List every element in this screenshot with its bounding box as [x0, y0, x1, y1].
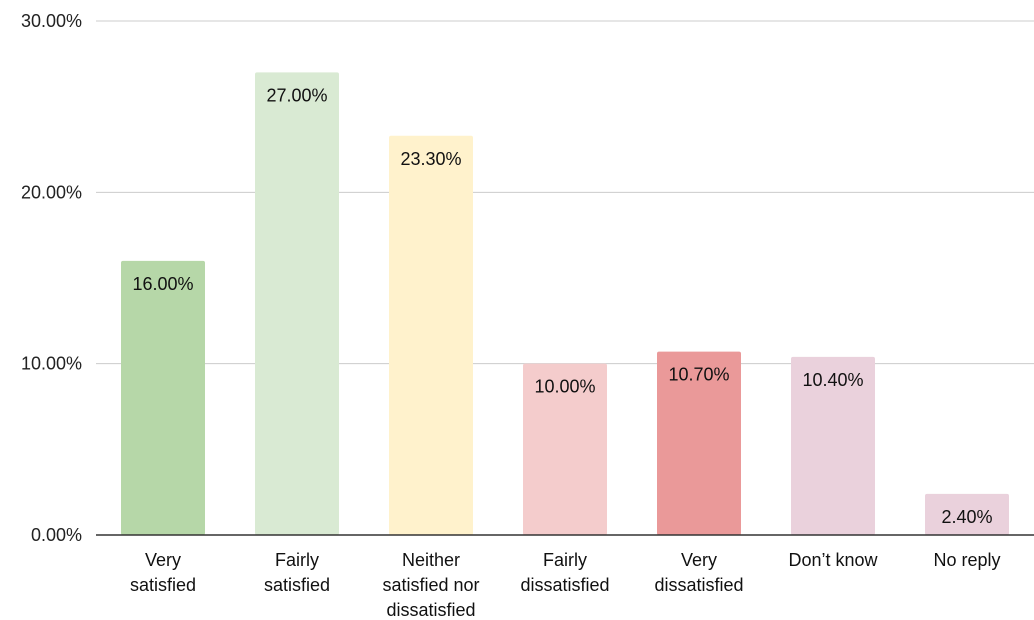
bar-0: [121, 260, 205, 535]
bar-3: [523, 363, 607, 535]
bar-1: [255, 72, 339, 536]
data-label-4: 10.70%: [668, 365, 729, 385]
category-label-2-1: satisfied nor: [382, 575, 479, 595]
category-label-0-0: Very: [145, 550, 181, 570]
data-label-5: 10.40%: [802, 370, 863, 390]
y-tick-label-1: 10.00%: [21, 354, 82, 374]
y-tick-label-2: 20.00%: [21, 182, 82, 202]
category-label-3-0: Fairly: [543, 550, 587, 570]
data-label-1: 27.00%: [266, 85, 327, 105]
data-label-6: 2.40%: [941, 507, 992, 527]
category-label-0-1: satisfied: [130, 575, 196, 595]
category-label-5-0: Don’t know: [788, 550, 878, 570]
data-label-2: 23.30%: [400, 149, 461, 169]
y-tick-label-0: 0.00%: [31, 525, 82, 545]
label-layer: 0.00% 10.00% 20.00% 30.00% 16.00% Very satisfi…: [21, 11, 1001, 620]
category-label-1-1: satisfied: [264, 575, 330, 595]
category-label-1-0: Fairly: [275, 550, 319, 570]
category-label-2-0: Neither: [402, 550, 460, 570]
bar-2: [389, 135, 473, 535]
bar-5: [791, 356, 875, 535]
category-label-4-1: dissatisfied: [654, 575, 743, 595]
data-label-3: 10.00%: [534, 377, 595, 397]
grid-layer: [96, 20, 1034, 365]
data-label-0: 16.00%: [132, 274, 193, 294]
category-label-6-0: No reply: [933, 550, 1000, 570]
y-tick-label-3: 30.00%: [21, 11, 82, 31]
category-label-3-1: dissatisfied: [520, 575, 609, 595]
bar-6: [925, 493, 1009, 535]
bar-layer: [121, 72, 1009, 536]
category-label-4-0: Very: [681, 550, 717, 570]
bar-4: [657, 351, 741, 535]
category-label-2-2: dissatisfied: [386, 600, 475, 620]
